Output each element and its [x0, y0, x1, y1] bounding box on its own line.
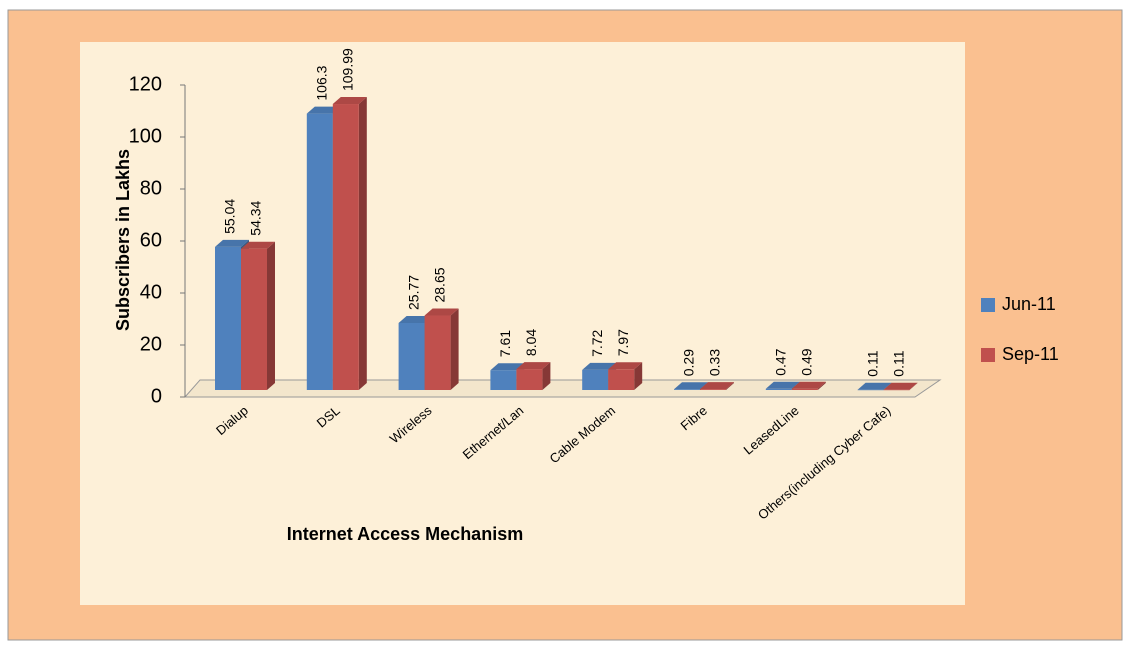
- value-label: 106.3: [314, 65, 330, 100]
- bar: [332, 97, 367, 390]
- value-label: 7.97: [615, 329, 631, 356]
- value-label: 0.11: [864, 350, 880, 376]
- value-label: 0.11: [890, 350, 906, 376]
- bar-front: [424, 315, 451, 390]
- bar-side: [817, 381, 826, 390]
- value-label: 7.72: [589, 329, 605, 356]
- bar-top: [332, 97, 367, 105]
- bar-top: [306, 106, 341, 114]
- legend-label: Jun-11: [1002, 294, 1056, 314]
- bar-top: [424, 308, 459, 316]
- bar-top: [608, 362, 643, 370]
- bar: [791, 381, 826, 390]
- bar-side: [726, 382, 734, 390]
- y-tick-label: 100: [129, 125, 162, 147]
- value-label: 0.47: [773, 348, 789, 375]
- value-label: 8.04: [523, 329, 539, 356]
- bar-front: [215, 246, 241, 390]
- value-label: 7.61: [497, 330, 513, 357]
- bar-top: [765, 381, 800, 389]
- y-axis-title: Subscribers in Lakhs: [113, 149, 133, 331]
- bar-front: [582, 369, 609, 390]
- bar-front: [857, 389, 884, 391]
- bar-side: [634, 362, 643, 390]
- bar-front: [883, 389, 910, 391]
- legend-swatch: [981, 298, 995, 312]
- bar-top: [516, 362, 551, 370]
- value-label: 54.34: [248, 200, 264, 235]
- bar-top: [241, 241, 275, 249]
- value-label: 25.77: [405, 275, 421, 310]
- bar: [424, 308, 459, 390]
- bar: [608, 362, 643, 390]
- bar-side: [542, 362, 551, 390]
- value-label: 0.49: [799, 348, 815, 375]
- bar-top: [791, 381, 826, 389]
- x-axis-title: Internet Access Mechanism: [287, 524, 523, 544]
- value-label: 28.65: [431, 267, 447, 302]
- bar: [516, 362, 551, 390]
- bar-top: [700, 382, 734, 390]
- y-tick-label: 20: [140, 333, 162, 355]
- floor: [183, 379, 942, 398]
- y-tick-label: 80: [140, 177, 162, 199]
- bar: [241, 241, 275, 390]
- bar-front: [306, 113, 333, 391]
- bar-top: [398, 315, 433, 323]
- value-label: 0.33: [707, 349, 723, 376]
- legend-label: Sep-11: [1002, 344, 1059, 364]
- y-tick-label: 40: [140, 281, 162, 303]
- bar-top: [582, 362, 617, 370]
- bar-side: [909, 382, 918, 390]
- legend-swatch: [981, 348, 995, 362]
- bar-top: [490, 363, 525, 371]
- bar-front: [398, 322, 425, 390]
- value-label: 0.29: [681, 349, 697, 376]
- bar-front: [608, 369, 635, 390]
- bar: [700, 382, 734, 390]
- y-tick-label: 0: [151, 385, 162, 407]
- bar-front: [791, 388, 818, 390]
- bar-front: [241, 248, 267, 390]
- bar-side: [267, 241, 275, 390]
- bar-front: [765, 388, 792, 390]
- bar-top: [215, 239, 249, 247]
- bar-front: [700, 389, 726, 390]
- plot-background: [80, 42, 965, 605]
- bar-top: [674, 382, 708, 390]
- value-label: 109.99: [340, 48, 356, 91]
- y-tick-label: 60: [140, 229, 162, 251]
- bar-side: [450, 308, 459, 390]
- bar-front: [332, 104, 359, 390]
- bar-top: [857, 382, 892, 390]
- bar-front: [674, 389, 700, 390]
- bar-front: [490, 370, 517, 390]
- bar-side: [358, 97, 367, 390]
- bar-top: [883, 382, 918, 390]
- bar: [883, 382, 918, 391]
- y-tick-label: 120: [129, 73, 162, 95]
- bar-front: [516, 369, 543, 390]
- value-label: 55.04: [222, 199, 238, 234]
